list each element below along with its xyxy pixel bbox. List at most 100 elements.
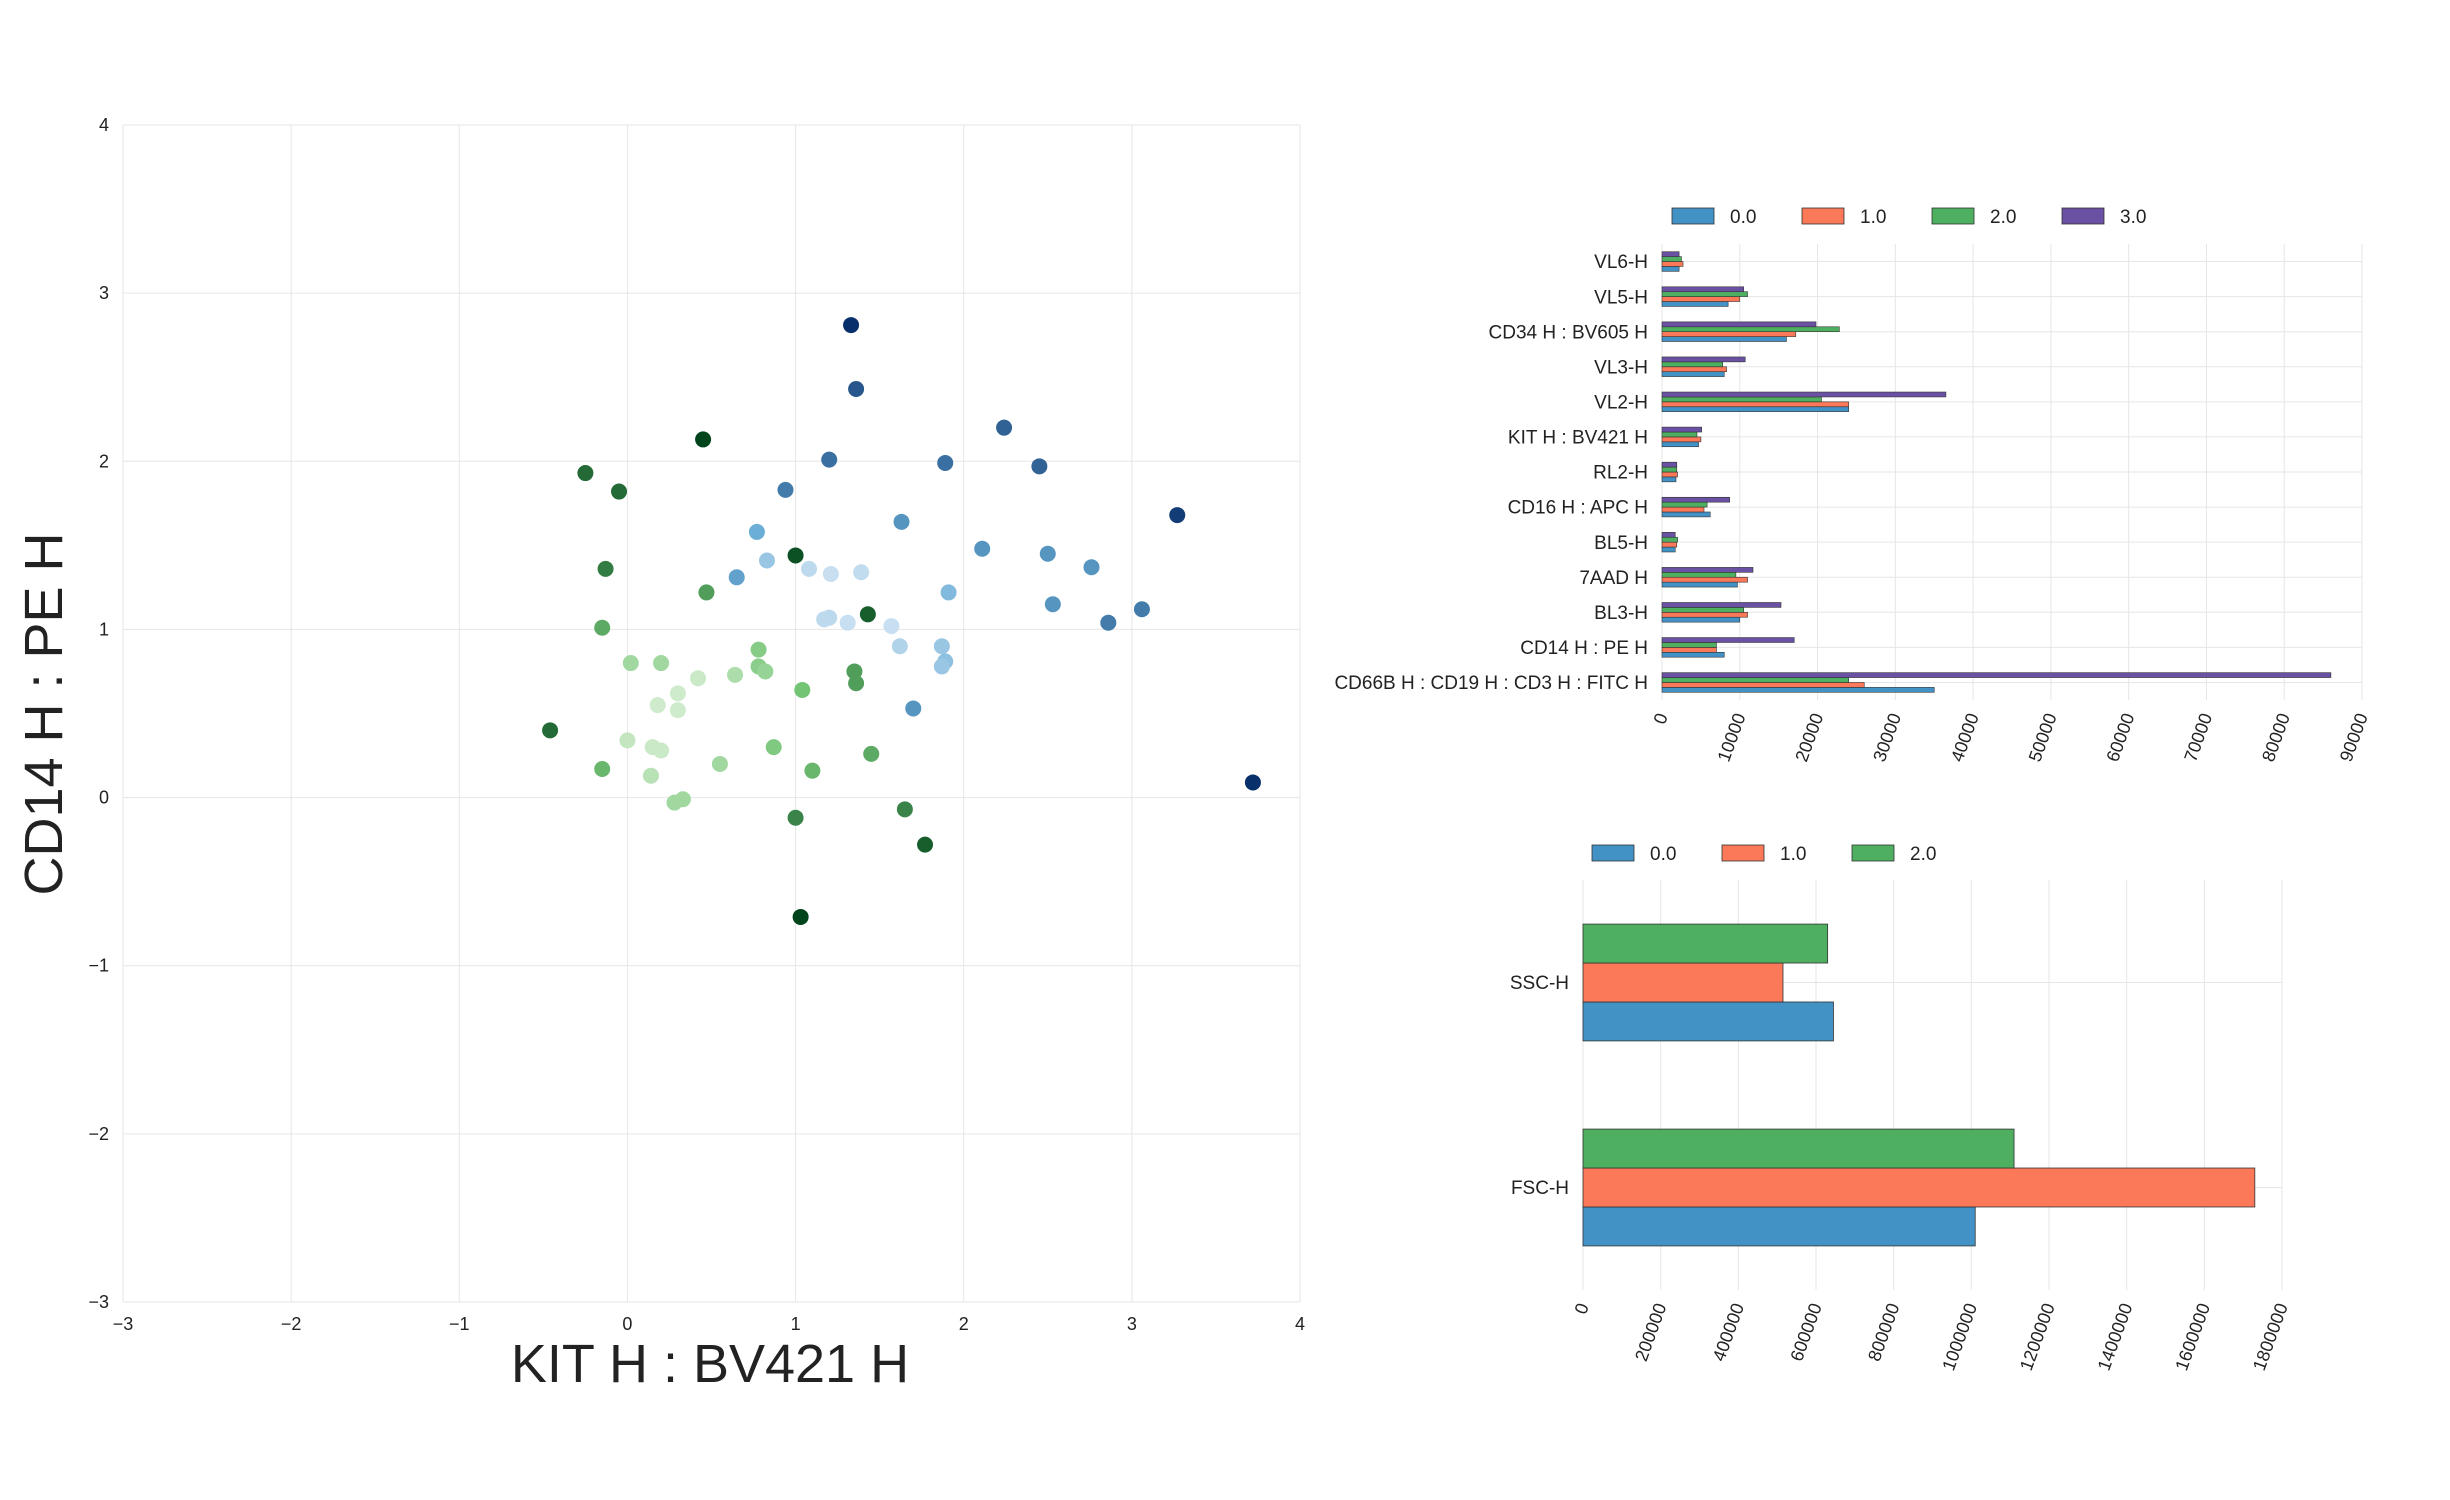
scatter-point bbox=[642, 767, 659, 784]
bar-3.0 bbox=[1661, 286, 1744, 293]
scatter-point bbox=[758, 552, 775, 569]
category-label: FSC-H bbox=[1511, 1178, 1569, 1199]
y-tick-label: 0 bbox=[99, 788, 109, 808]
bar-1.0 bbox=[1661, 682, 1865, 688]
bar-2.0 bbox=[1661, 572, 1737, 578]
x-tick-label: 50000 bbox=[2025, 711, 2061, 765]
x-tick-label: 0 bbox=[622, 1314, 632, 1334]
scatter-series-blues bbox=[728, 317, 1261, 791]
y-tick-label: 4 bbox=[99, 115, 109, 135]
bar-2.0 bbox=[1661, 607, 1744, 613]
legend-label: 3.0 bbox=[2120, 207, 2146, 228]
x-tick-label: 600000 bbox=[1786, 1301, 1825, 1364]
bar-2.0 bbox=[1661, 326, 1840, 332]
bar-1.0 bbox=[1582, 1167, 2256, 1208]
scatter-point bbox=[853, 564, 870, 581]
bar-2.0 bbox=[1582, 1128, 2015, 1169]
bar-2.0 bbox=[1661, 291, 1748, 297]
bar-1.0 bbox=[1661, 647, 1717, 653]
legend-label: 0.0 bbox=[1650, 844, 1676, 865]
bar-0.0 bbox=[1582, 1001, 1834, 1042]
scatter-point bbox=[787, 547, 804, 564]
bar-0.0 bbox=[1582, 1206, 1976, 1247]
bar-2.0 bbox=[1661, 642, 1717, 648]
legend-label: 1.0 bbox=[1860, 207, 1886, 228]
scatter-point bbox=[1031, 458, 1048, 475]
scatter-point bbox=[727, 666, 744, 683]
category-label: KIT H : BV421 H bbox=[1508, 428, 1648, 449]
scatter-point bbox=[821, 609, 838, 626]
bar-0.0 bbox=[1661, 687, 1935, 693]
bar-2.0 bbox=[1661, 536, 1678, 543]
bar-1.0 bbox=[1582, 962, 1784, 1003]
bar-0.0 bbox=[1661, 616, 1741, 623]
bar-0.0 bbox=[1661, 511, 1711, 518]
bar-chart-top: 0 10000 20000 30000 40000 50000 60000 70000 8000… bbox=[1334, 207, 2371, 764]
scatter-point bbox=[883, 618, 900, 635]
scatter-point bbox=[611, 483, 628, 500]
bar-0.0 bbox=[1661, 336, 1787, 342]
bar-2.0 bbox=[1661, 431, 1698, 438]
scatter-point bbox=[893, 513, 910, 530]
y-tick-label: 2 bbox=[99, 451, 109, 471]
scatter-point bbox=[937, 454, 954, 471]
y-axis-label: CD14 H : PE H bbox=[14, 532, 74, 895]
legend-label: 2.0 bbox=[1910, 844, 1936, 865]
scatter-point bbox=[839, 614, 856, 631]
bar-3.0 bbox=[1661, 321, 1817, 328]
category-label: SSC-H bbox=[1510, 973, 1569, 994]
scatter-point bbox=[843, 317, 860, 334]
category-label: CD14 H : PE H bbox=[1520, 638, 1648, 659]
x-tick-label: 70000 bbox=[2180, 711, 2216, 765]
bar-3.0 bbox=[1661, 356, 1746, 363]
scatter-point bbox=[757, 663, 774, 680]
scatter-point bbox=[649, 697, 666, 714]
bar-3.0 bbox=[1661, 251, 1680, 257]
scatter-point bbox=[711, 755, 728, 772]
scatter-point bbox=[917, 836, 934, 853]
bar-3.0 bbox=[1661, 567, 1754, 573]
bar-0.0 bbox=[1661, 441, 1699, 448]
scatter-point bbox=[891, 638, 908, 655]
bar-0.0 bbox=[1661, 301, 1729, 307]
scatter-point bbox=[859, 606, 876, 623]
x-tick-label: 1600000 bbox=[2171, 1301, 2214, 1374]
bar-2.0 bbox=[1661, 256, 1682, 262]
x-tick-label: 1000000 bbox=[1938, 1301, 1981, 1374]
scatter-point bbox=[821, 451, 838, 468]
bar-3.0 bbox=[1661, 637, 1795, 643]
scatter-point bbox=[822, 565, 839, 582]
y-tick-label: −1 bbox=[88, 956, 109, 976]
legend-label: 0.0 bbox=[1730, 207, 1756, 228]
scatter-point bbox=[594, 619, 611, 636]
scatter-point bbox=[542, 722, 559, 739]
category-label: BL3-H bbox=[1594, 603, 1648, 624]
scatter-point bbox=[777, 481, 794, 498]
scatter-point bbox=[669, 702, 686, 719]
scatter-point bbox=[728, 569, 745, 586]
bar-1.0 bbox=[1661, 261, 1684, 267]
scatter-point bbox=[765, 739, 782, 756]
scatter-point bbox=[698, 584, 715, 601]
scatter-point bbox=[619, 732, 636, 749]
category-label: VL5-H bbox=[1594, 287, 1648, 308]
bar-3.0 bbox=[1661, 496, 1730, 503]
x-tick-label: 0 bbox=[1571, 1301, 1593, 1317]
bar-0.0 bbox=[1661, 476, 1677, 483]
x-tick-label: 3 bbox=[1127, 1314, 1137, 1334]
scatter-point bbox=[597, 560, 614, 577]
bar-1.0 bbox=[1661, 506, 1705, 513]
x-tick-label: 40000 bbox=[1947, 711, 1983, 765]
scatter-point bbox=[695, 431, 712, 448]
scatter-point bbox=[750, 641, 767, 658]
category-label: CD34 H : BV605 H bbox=[1489, 322, 1648, 343]
x-tick-label: 90000 bbox=[2336, 711, 2372, 765]
x-tick-label: −3 bbox=[113, 1314, 134, 1334]
scatter-point bbox=[863, 745, 880, 762]
x-tick-label: 800000 bbox=[1864, 1301, 1903, 1364]
x-tick-label: 1200000 bbox=[2016, 1301, 2059, 1374]
category-label: CD66B H : CD19 H : CD3 H : FITC H bbox=[1334, 673, 1648, 694]
bar-3.0 bbox=[1661, 602, 1782, 608]
legend-swatch-3.0 bbox=[2061, 207, 2105, 225]
